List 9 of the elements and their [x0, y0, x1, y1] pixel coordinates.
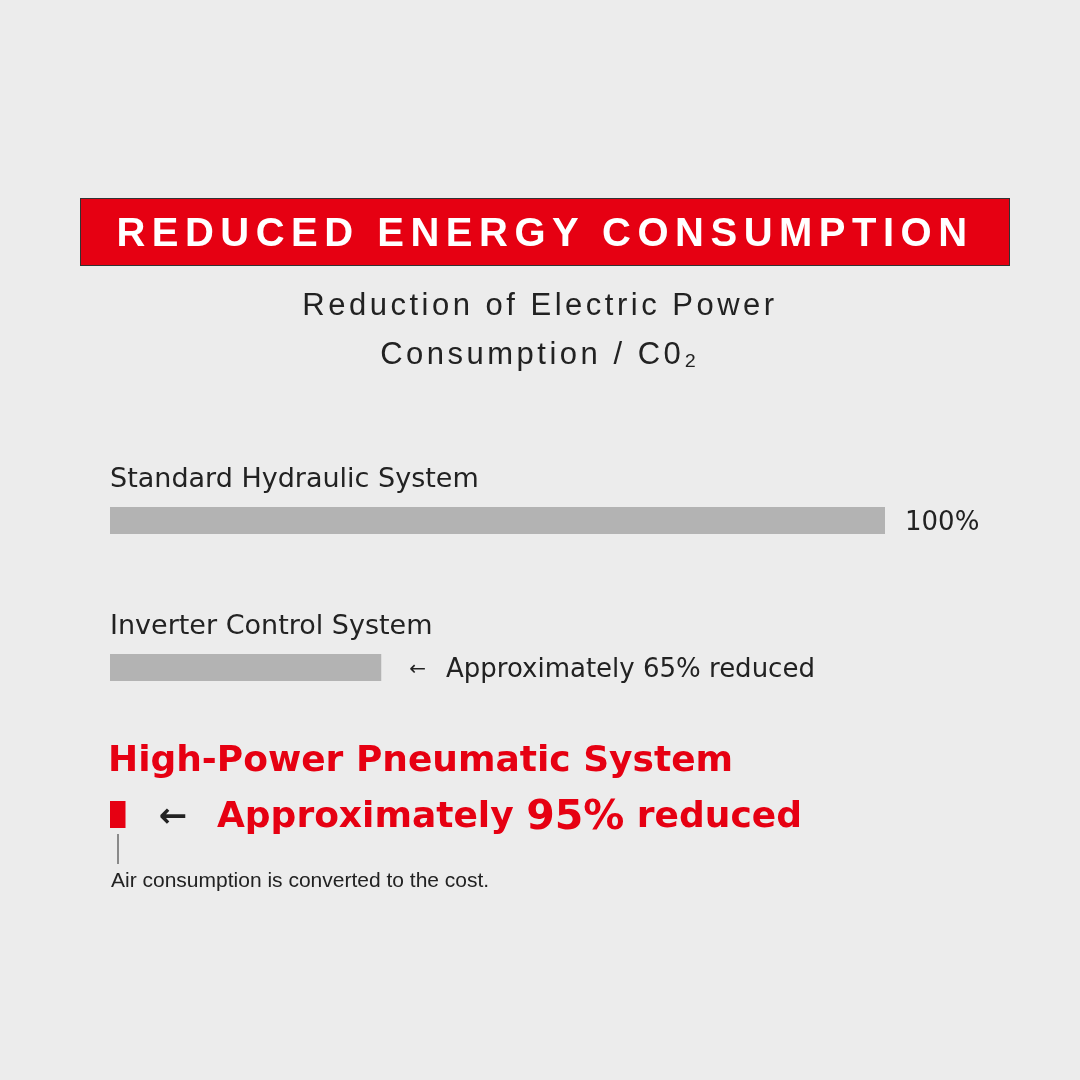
data-label: ← Approximately 65% reduced	[409, 652, 815, 683]
chart-title: REDUCED ENERGY CONSUMPTION	[80, 198, 1010, 266]
chart-subtitle: Reduction of Electric Power Consumption / C0₂	[301, 286, 779, 373]
y-tick-label: High-Power Pneumatic System	[108, 738, 734, 779]
y-tick-label: Inverter Control System	[110, 608, 433, 640]
text: Air consumption is converted to the cost.	[111, 868, 490, 892]
y-tick-label: Standard Hydraulic System	[110, 461, 479, 493]
data-label: ← Approximately 95% reduced	[158, 790, 802, 839]
data-label: 100%	[905, 505, 980, 536]
